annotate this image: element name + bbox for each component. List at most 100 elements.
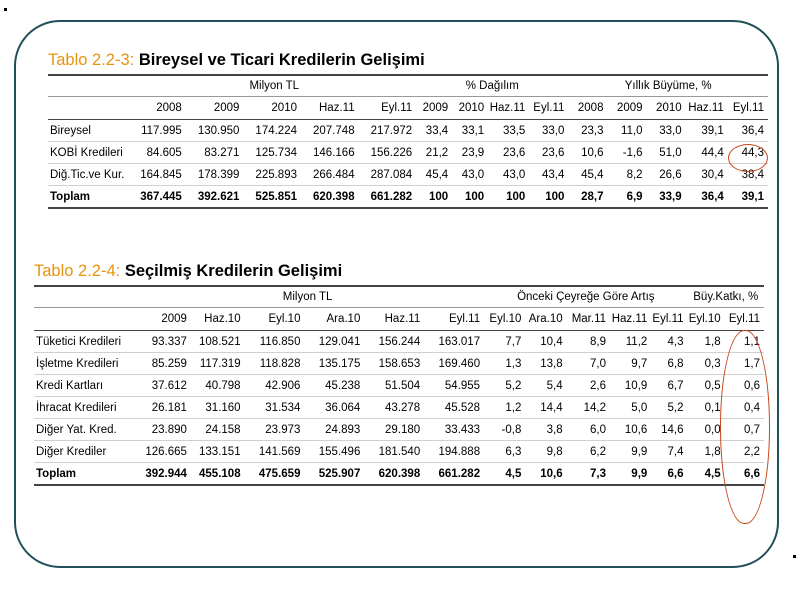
table-row: İşletme Kredileri 85.259 117.319 118.828 135… [34, 352, 764, 375]
column-header: 2009 [131, 307, 191, 331]
table-cell: 45,4 [568, 163, 608, 186]
table-cell: 156.244 [364, 330, 425, 353]
table2: Milyon TL Önceki Çeyreğe Göre Artış Büy.Ka… [34, 285, 764, 486]
table-cell: 141.569 [244, 440, 305, 463]
table-cell: 194.888 [424, 440, 485, 463]
column-header: Haz.11 [488, 96, 530, 120]
slide-frame [14, 20, 779, 568]
table-row: Kredi Kartları 37.612 40.798 42.906 45.238 51… [34, 374, 764, 397]
table-cell: 28,7 [568, 185, 608, 209]
table-cell: 2,2 [724, 440, 764, 463]
table-cell: 129.041 [304, 330, 365, 353]
table-cell: 0,1 [687, 396, 725, 419]
table-cell: 1,3 [484, 352, 526, 375]
column-header: 2009 [607, 96, 647, 120]
table-cell: 6,0 [566, 418, 611, 441]
table-cell: 156.226 [358, 141, 417, 164]
table-cell: 40.798 [190, 374, 245, 397]
table-cell: 42.906 [244, 374, 305, 397]
table2-title-text: Seçilmiş Kredilerin Gelişimi [124, 262, 343, 280]
table-row: İhracat Kredileri 26.181 31.160 31.534 36.06… [34, 396, 764, 419]
table-cell: 51.504 [364, 374, 425, 397]
table1-title-text: Bireysel ve Ticari Kredilerin Gelişimi [138, 51, 425, 69]
group-header: Milyon TL [131, 285, 485, 308]
table-cell: 31.534 [244, 396, 305, 419]
table-cell: 36,4 [727, 119, 768, 142]
table-cell: 0,3 [687, 352, 725, 375]
table-cell: 169.460 [424, 352, 485, 375]
row-label: Toplam [34, 462, 132, 486]
table-cell: 117.995 [132, 119, 186, 142]
table-cell: 21,2 [416, 141, 453, 164]
table-cell: 45.238 [304, 374, 365, 397]
table-cell: 5,0 [610, 396, 652, 419]
table-row: Diğer Yat. Kred. 23.890 24.158 23.973 24.893… [34, 418, 764, 441]
table-cell: 13,8 [525, 352, 567, 375]
table-cell: 133.151 [190, 440, 245, 463]
table-cell: 14,4 [525, 396, 567, 419]
table-cell: 23,9 [452, 141, 489, 164]
table-cell: 33,9 [646, 185, 686, 209]
table-cell: 8,2 [607, 163, 647, 186]
table-cell: 23,3 [568, 119, 608, 142]
table-cell: 3,8 [525, 418, 567, 441]
table-row: Bireysel 117.995 130.950 174.224 207.748 217.… [48, 119, 768, 142]
table-cell: 9,8 [525, 440, 567, 463]
corner-dot [4, 8, 7, 11]
table-cell: 39,1 [685, 119, 728, 142]
table-cell: 620.398 [301, 185, 359, 209]
table-cell: 158.653 [364, 352, 425, 375]
table-cell: -0,8 [484, 418, 526, 441]
column-header: Eyl.11 [424, 307, 485, 331]
table-cell: 10,6 [525, 462, 567, 486]
table-cell: 9,7 [610, 352, 652, 375]
table-row: Diğer Krediler 126.665 133.151 141.569 155.4… [34, 440, 764, 463]
highlight-oval-katki [720, 330, 770, 524]
table-cell: 217.972 [358, 119, 417, 142]
table-cell: 5,4 [525, 374, 567, 397]
table-cell: 155.496 [304, 440, 365, 463]
table-cell: 8,9 [566, 330, 611, 353]
table-cell: 2,6 [566, 374, 611, 397]
table-cell: 14,2 [566, 396, 611, 419]
table-cell: 108.521 [190, 330, 245, 353]
table-cell: 146.166 [301, 141, 359, 164]
column-header: Eyl.10 [484, 307, 526, 331]
table-cell: -1,6 [607, 141, 647, 164]
table-cell: 7,4 [651, 440, 688, 463]
table-cell: 9,9 [610, 440, 652, 463]
table-cell: 36,4 [685, 185, 728, 209]
row-label: Diğ.Tic.ve Kur. [48, 163, 133, 186]
table1-title-lead: Tablo 2.2-3: [48, 51, 135, 69]
table-cell: 29.180 [364, 418, 425, 441]
group-header: % Dağılım [416, 74, 569, 97]
table-cell: 225.893 [243, 163, 301, 186]
table-cell: 26,6 [646, 163, 686, 186]
table-cell: 7,0 [566, 352, 611, 375]
column-header: 2010 [646, 96, 686, 120]
row-label: Bireysel [48, 119, 133, 142]
column-header: Eyl.11 [358, 96, 417, 120]
table-cell: 207.748 [301, 119, 359, 142]
table-cell: 45,4 [416, 163, 453, 186]
header-label-cell [34, 307, 132, 331]
column-header: Eyl.11 [651, 307, 688, 331]
column-header: 2009 [185, 96, 244, 120]
table-cell: 43,0 [452, 163, 489, 186]
table-cell: 287.084 [358, 163, 417, 186]
table-cell: 33,5 [488, 119, 530, 142]
group-header: Milyon TL [132, 74, 417, 97]
table-cell: 1,7 [724, 352, 764, 375]
table-cell: 10,9 [610, 374, 652, 397]
table-cell: 33,4 [416, 119, 453, 142]
row-label: Toplam [48, 185, 133, 209]
table-cell: 54.955 [424, 374, 485, 397]
column-header: Haz.11 [685, 96, 728, 120]
row-label: İhracat Kredileri [34, 396, 132, 419]
table-cell: 1,2 [484, 396, 526, 419]
table-cell: 0,0 [687, 418, 725, 441]
row-label: KOBİ Kredileri [48, 141, 133, 164]
table-cell: 7,7 [484, 330, 526, 353]
table-cell: 174.224 [243, 119, 301, 142]
table-cell: 11,2 [610, 330, 652, 353]
